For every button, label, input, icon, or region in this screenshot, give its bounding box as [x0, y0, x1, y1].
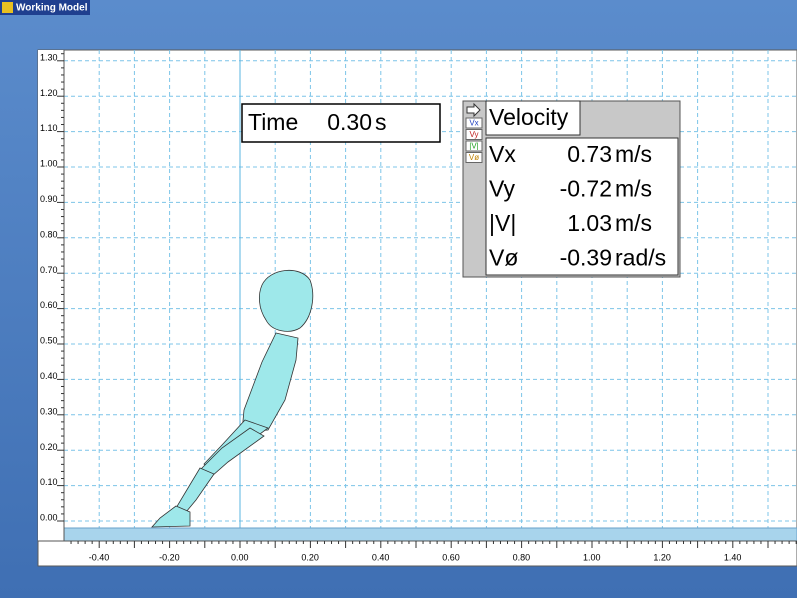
- x-ruler-label: -0.20: [159, 552, 180, 562]
- row-unit: m/s: [615, 210, 652, 236]
- legend-label: Vx: [469, 119, 478, 128]
- x-ruler-label: -0.40: [89, 552, 110, 562]
- y-ruler-label: 0.20: [40, 442, 58, 452]
- y-ruler-label: 1.20: [40, 88, 58, 98]
- title-bar: [0, 0, 90, 15]
- row-value: -0.72: [560, 176, 612, 202]
- legend-swatch: [465, 129, 483, 140]
- x-ruler-label: 1.00: [583, 552, 601, 562]
- legend-swatch: [465, 140, 483, 152]
- x-ruler-label: 0.40: [372, 552, 390, 562]
- rulers: 1.30 1.20 1.10 1.00 0.90 0.80 0.70 0.60 0.50 0.40…: [40, 52, 797, 562]
- y-ruler-label: 0.80: [40, 229, 58, 239]
- x-ruler-label: 0.20: [301, 552, 319, 562]
- y-ruler-label: 1.00: [40, 159, 58, 169]
- row-label: Vy: [489, 176, 515, 202]
- time-value: 0.30: [327, 109, 372, 135]
- row-unit: m/s: [615, 141, 652, 167]
- meter-title-box: [485, 100, 581, 136]
- y-ruler-label: 0.00: [40, 513, 58, 523]
- x-ruler-label: 0.60: [442, 552, 460, 562]
- time-unit: s: [375, 109, 387, 135]
- legend-label: Vy: [469, 130, 478, 139]
- torso: [241, 332, 299, 433]
- row-value: -0.39: [560, 245, 612, 271]
- y-ruler-label: 1.30: [40, 52, 58, 62]
- y-ruler-label: 0.70: [40, 265, 58, 275]
- row-label: Vx: [489, 141, 516, 167]
- meter-title: Velocity: [489, 104, 569, 130]
- meter-arrow[interactable]: [466, 102, 481, 118]
- app-icon: [2, 2, 13, 13]
- x-ruler-label: 1.40: [724, 552, 742, 562]
- legend-swatch: [465, 117, 483, 129]
- x-ruler-label: 1.20: [653, 552, 671, 562]
- row-value: 0.73: [567, 141, 612, 167]
- legend-swatch: [465, 152, 483, 163]
- time-box[interactable]: [241, 103, 441, 143]
- grid: [63, 50, 797, 528]
- row-unit: m/s: [615, 176, 652, 202]
- x-ruler-label: 0.00: [231, 552, 249, 562]
- y-ruler-label: 1.10: [40, 123, 58, 133]
- ragdoll: [151, 269, 314, 528]
- meter-readout: [485, 137, 679, 276]
- head: [258, 269, 314, 332]
- y-ruler-label: 0.50: [40, 336, 58, 346]
- legend-label: |V|: [469, 142, 479, 151]
- x-ruler-label: 0.80: [513, 552, 531, 562]
- y-ruler-label: 0.90: [40, 194, 58, 204]
- foot: [151, 505, 191, 528]
- row-value: 1.03: [567, 210, 612, 236]
- row-label: Vø: [489, 245, 518, 271]
- y-ruler-label: 0.40: [40, 371, 58, 381]
- time-label: Time: [248, 109, 298, 135]
- window-title: Working Model: [16, 3, 88, 14]
- y-ruler-label: 0.60: [40, 300, 58, 310]
- y-ruler-label: 0.10: [40, 477, 58, 487]
- row-label: |V|: [489, 210, 516, 236]
- legend-label: Vø: [469, 153, 479, 162]
- floor: [63, 527, 797, 542]
- y-ruler-label: 0.30: [40, 406, 58, 416]
- row-unit: rad/s: [615, 245, 666, 271]
